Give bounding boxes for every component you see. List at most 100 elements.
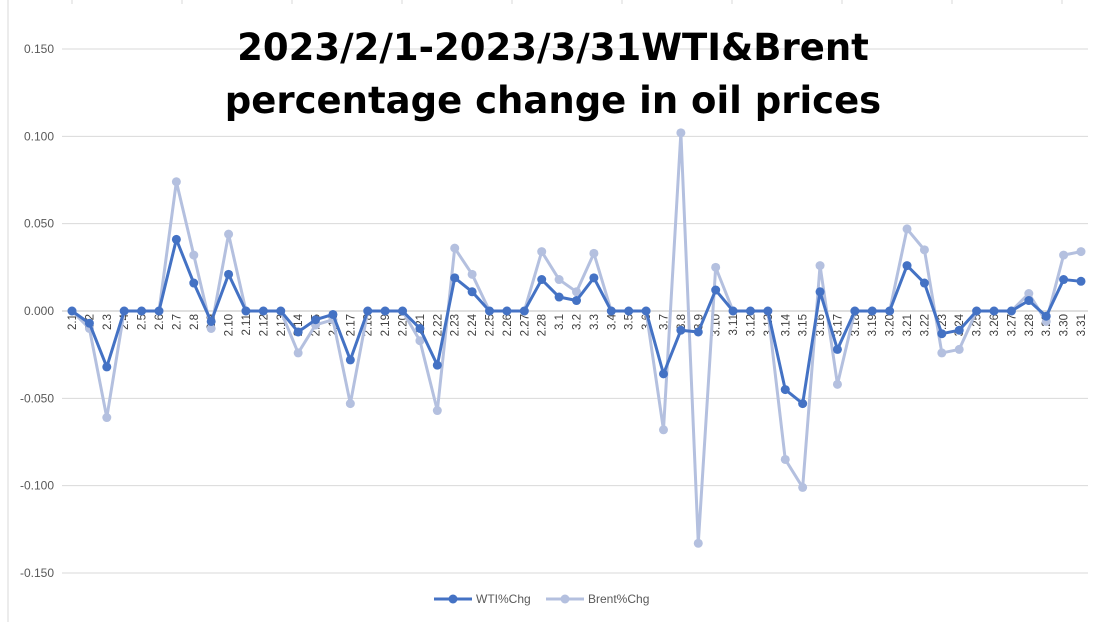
data-point — [554, 275, 564, 285]
data-point — [572, 287, 581, 297]
x-tick-label: 3.19 — [867, 314, 879, 336]
data-point — [363, 306, 373, 316]
legend-wti-label: WTI%Chg — [476, 592, 531, 606]
data-point — [919, 278, 929, 288]
x-tick-label: 3.20 — [885, 314, 897, 336]
x-tick-label: 3.8 — [676, 314, 688, 330]
data-point — [676, 325, 686, 335]
data-point — [745, 306, 755, 316]
x-tick-label: 2.19 — [380, 314, 392, 336]
x-tick-label: 2.25 — [485, 314, 497, 336]
x-tick-label: 2.11 — [241, 314, 253, 336]
data-point — [415, 336, 425, 346]
chart-title: 2023/2/1-2023/3/31WTI&Brent percentage c… — [225, 26, 881, 122]
x-tick-label: 2.6 — [154, 314, 166, 330]
data-point — [171, 177, 181, 187]
data-point — [519, 306, 529, 316]
x-tick-label: 3.25 — [972, 314, 984, 336]
data-point — [711, 285, 721, 295]
y-tick-label: 0.150 — [24, 42, 54, 56]
data-point — [311, 315, 321, 325]
data-point — [380, 306, 390, 316]
data-point — [102, 413, 112, 423]
data-point — [224, 229, 234, 239]
y-tick-label: -0.150 — [20, 566, 54, 580]
chart-title-line-2: percentage change in oil prices — [225, 79, 881, 122]
y-tick-label: 0.000 — [24, 304, 54, 318]
series-lines — [67, 128, 1086, 548]
x-tick-label: 3.11 — [728, 314, 740, 336]
data-point — [658, 425, 668, 435]
data-point — [1076, 247, 1086, 257]
x-tick-label: 2.24 — [467, 313, 479, 336]
x-axis-tick-labels: 2.12.22.32.42.52.62.72.82.92.102.112.122… — [67, 313, 1088, 336]
data-point — [972, 306, 982, 316]
data-point — [902, 224, 912, 234]
data-point — [467, 287, 477, 297]
data-point — [467, 269, 477, 279]
data-point — [502, 306, 512, 316]
data-point — [989, 306, 999, 316]
legend-wti-marker — [448, 594, 458, 604]
legend: WTI%Chg Brent%Chg — [434, 592, 649, 606]
data-point — [345, 355, 355, 365]
data-point — [832, 344, 842, 354]
data-point — [919, 245, 929, 255]
data-point — [171, 234, 181, 244]
data-point — [937, 348, 947, 358]
data-point — [554, 292, 564, 302]
data-point — [780, 385, 790, 395]
x-tick-label: 2.5 — [137, 314, 149, 330]
y-tick-label: -0.050 — [20, 391, 54, 405]
data-point — [867, 306, 877, 316]
x-tick-label: 2.23 — [450, 314, 462, 336]
data-point — [293, 327, 303, 337]
x-tick-label: 2.17 — [345, 314, 357, 336]
data-point — [345, 399, 355, 409]
x-tick-label: 3.30 — [1059, 314, 1071, 336]
data-point — [137, 306, 147, 316]
y-tick-label: 0.100 — [24, 129, 54, 143]
x-tick-label: 2.10 — [224, 314, 236, 336]
data-point — [693, 327, 703, 337]
data-point — [432, 406, 442, 416]
data-point — [189, 250, 199, 260]
data-point — [432, 360, 442, 370]
data-point — [954, 344, 964, 354]
x-tick-label: 2.1 — [67, 314, 79, 330]
data-point — [1024, 296, 1034, 306]
data-point — [815, 261, 825, 271]
x-tick-label: 2.22 — [432, 314, 444, 336]
data-point — [624, 306, 634, 316]
data-point — [537, 275, 547, 285]
data-point — [832, 379, 842, 389]
data-point — [1059, 275, 1069, 285]
data-point — [658, 369, 668, 379]
data-point — [102, 362, 112, 372]
data-point — [537, 247, 547, 257]
x-tick-label: 3.22 — [919, 314, 931, 336]
x-tick-label: 3.14 — [780, 313, 792, 336]
x-tick-label: 3.28 — [1024, 314, 1036, 336]
x-tick-label: 3.2 — [572, 314, 584, 330]
x-tick-label: 2.28 — [537, 314, 549, 336]
y-tick-label: 0.050 — [24, 217, 54, 231]
x-tick-label: 3.12 — [745, 314, 757, 336]
x-tick-label: 2.7 — [171, 314, 183, 330]
data-point — [119, 306, 129, 316]
gridlines — [62, 0, 1088, 574]
data-point — [450, 273, 460, 283]
data-point — [189, 278, 199, 288]
x-tick-label: 2.8 — [189, 314, 201, 330]
data-point — [798, 399, 808, 409]
data-point — [589, 248, 599, 258]
data-point — [1041, 311, 1051, 321]
data-point — [415, 323, 425, 333]
data-point — [241, 306, 251, 316]
data-point — [154, 306, 164, 316]
data-point — [693, 538, 703, 548]
data-point — [954, 325, 964, 335]
x-tick-label: 3.3 — [589, 314, 601, 330]
data-point — [572, 296, 581, 306]
